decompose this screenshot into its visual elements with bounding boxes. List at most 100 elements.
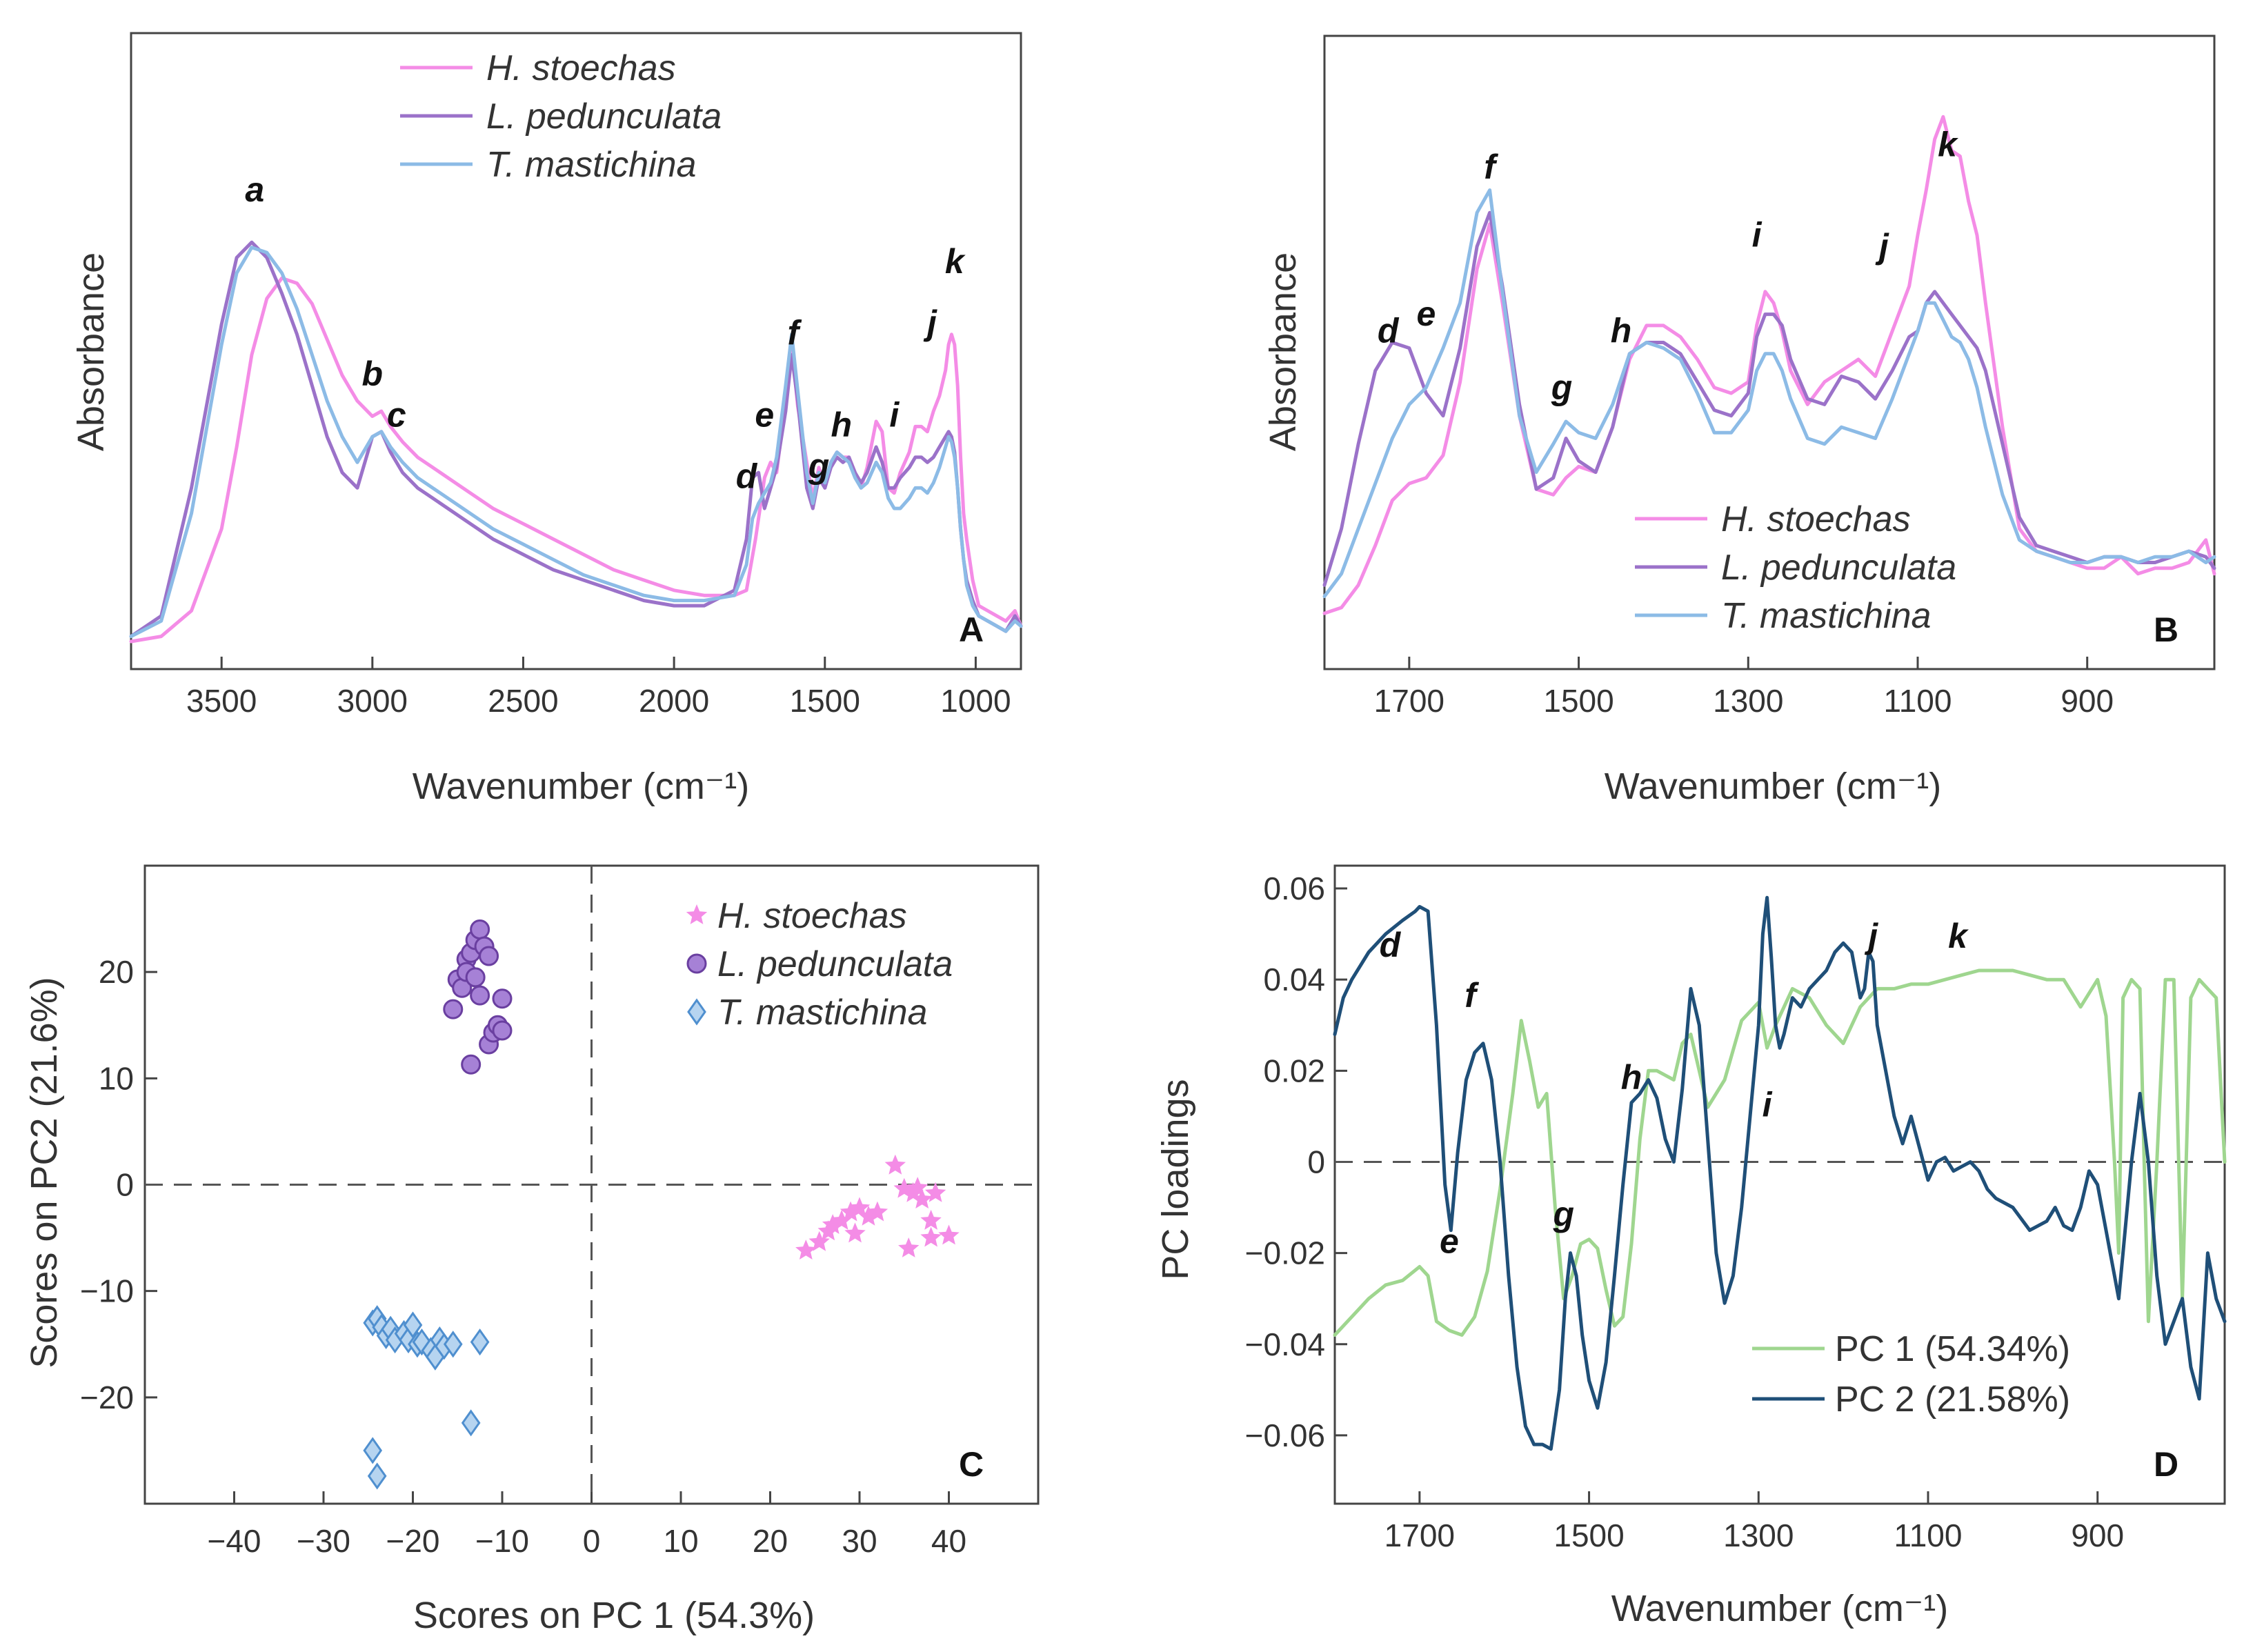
panel-c-point-l-pedunculata [492, 1020, 513, 1041]
panel-c-point-h-stoechas [808, 1231, 830, 1251]
panel-c-point-t-mastichina [470, 1328, 490, 1356]
panel-d-xtick-label: 1500 [1553, 1517, 1624, 1553]
panel-c-point-h-stoechas [938, 1224, 960, 1245]
panel-d-ticks: 1700 1500 1300 1100 900 −0.06 −0.04 −0.02 0 0.02 0… [1245, 870, 2124, 1553]
panel-b-peak-label-j: j [1875, 227, 1889, 266]
panel-c-point-h-stoechas [884, 1154, 906, 1175]
panel-b-annotations: d e f gh i j k [1378, 126, 1958, 407]
panel-c-xtick-label: −10 [475, 1523, 529, 1559]
panel-b-frame [1323, 34, 2216, 670]
panel-c-legend-label-3: T. mastichina [717, 993, 927, 1033]
panel-c-point-l-pedunculata [443, 999, 464, 1019]
panel-c-point-h-stoechas [911, 1188, 933, 1208]
panel-b-peak-label-d: d [1378, 311, 1400, 350]
panel-a-peak-label-b: b [362, 355, 384, 393]
panel-d-ytick-label: 0.06 [1263, 870, 1325, 906]
panel-c-legend-marker-h-stoechas [686, 904, 708, 924]
panel-d-xtick-label: 1100 [1894, 1517, 1963, 1553]
panel-c-point-l-pedunculata [470, 919, 490, 939]
panel-d-ylabel: PC loadings [1155, 1079, 1196, 1280]
panel-b-legend: H. stoechas L. pedunculata T. mastichina [1635, 499, 1956, 636]
panel-c-point-l-pedunculata [465, 967, 486, 988]
panel-c-xlabel: Scores on PC 1 (54.3%) [413, 1595, 815, 1636]
panel-d-peak-label-i: i [1763, 1085, 1773, 1124]
panel-d-ytick-label: 0 [1307, 1144, 1325, 1180]
panel-b-xtick-label: 1500 [1543, 683, 1614, 719]
panel-c-ytick-label: 10 [99, 1060, 134, 1096]
panel-b-ylabel: Absorbance [1262, 252, 1304, 451]
panel-a-peak-label-f: f [788, 314, 802, 352]
panel-d-series [1333, 895, 2227, 1451]
panel-a-series-t-mastichina [129, 246, 1023, 639]
panel-a-legend-label-1: H. stoechas [486, 48, 676, 88]
panel-b-peak-label-i: i [1752, 215, 1763, 254]
panel-c-xtick-label: −30 [297, 1523, 350, 1559]
panel-d-ytick-label: 0.04 [1263, 962, 1325, 997]
panel-c-letter: C [959, 1445, 984, 1484]
panel-a-peak-label-i: i [889, 395, 900, 434]
panel-c-xtick-label: −40 [207, 1523, 261, 1559]
panel-a-annotations: a bc de f gh i jk [245, 170, 966, 496]
panel-c-point-l-pedunculata [470, 985, 490, 1006]
panel-d-peak-label-h: h [1621, 1058, 1642, 1097]
panel-d-series-pc-1-54-34 [1333, 968, 2227, 1337]
panel-c-point-t-mastichina [461, 1409, 481, 1437]
panel-c-ytick-label: 0 [116, 1167, 134, 1203]
panel-c-point-h-stoechas [822, 1214, 844, 1234]
panel-a-peak-label-k: k [945, 242, 966, 281]
panel-c-xtick-label: 10 [663, 1523, 698, 1559]
panel-a-legend: H. stoechas L. pedunculata T. mastichina [400, 48, 722, 185]
panel-d-annotations: d e f g h i j k [1380, 917, 1969, 1261]
panel-c-point-t-mastichina [403, 1311, 423, 1339]
panel-a: 3500 3000 2500 2000 1500 1000 a bc de f gh i jk Abs… [70, 32, 1023, 807]
panel-b-peak-label-k: k [1938, 126, 1958, 164]
panel-d-xtick-label: 900 [2071, 1517, 2124, 1553]
panel-c-xtick-label: 0 [583, 1523, 601, 1559]
panel-d-peak-label-e: e [1440, 1222, 1459, 1261]
panel-c-point-h-stoechas [920, 1226, 942, 1247]
panel-d-xtick-label: 1300 [1723, 1517, 1794, 1553]
panel-b-series [1322, 115, 2216, 615]
panel-d-legend: PC 1 (54.34%) PC 2 (21.58%) [1752, 1329, 2070, 1420]
panel-c-legend: H. stoechas L. pedunculata T. mastichina [686, 896, 953, 1033]
panel-a-peak-label-a: a [245, 170, 264, 209]
panel-c-point-l-pedunculata [479, 946, 499, 966]
panel-a-peak-label-d: d [736, 457, 758, 495]
panel-d-frame [1333, 864, 2226, 1505]
panel-c-point-h-stoechas [831, 1209, 853, 1230]
panel-d-ytick-label: −0.02 [1245, 1235, 1325, 1271]
panel-a-xtick-label: 2500 [488, 683, 558, 719]
panel-c-ytick-label: −10 [80, 1273, 134, 1309]
panel-a-peak-label-h: h [831, 406, 853, 444]
panel-d-legend-label-2: PC 2 (21.58%) [1835, 1380, 2070, 1420]
panel-a-ylabel: Absorbance [70, 252, 112, 451]
panel-b-peak-label-h: h [1611, 311, 1632, 350]
panel-c-points [363, 919, 960, 1490]
panel-b-xtick-label: 1700 [1374, 683, 1444, 719]
panel-c-legend-marker-t-mastichina [687, 998, 706, 1026]
panel-c-ytick-label: −20 [80, 1380, 134, 1415]
panel-c-point-h-stoechas [920, 1209, 942, 1230]
panel-c-ytick-label: 20 [99, 954, 134, 990]
panel-a-peak-label-j: j [923, 303, 937, 342]
panel-c-point-h-stoechas [844, 1222, 866, 1243]
panel-c-point-t-mastichina [443, 1331, 463, 1358]
panel-a-frame [130, 32, 1022, 670]
panel-c-point-h-stoechas [866, 1201, 888, 1222]
panel-a-xtick-label: 3500 [186, 683, 257, 719]
panel-a-xtick-label: 3000 [337, 683, 408, 719]
panel-a-peak-label-c: c [387, 395, 406, 434]
panel-a-peak-label-g: g [808, 447, 830, 486]
panel-d-ytick-label: −0.04 [1245, 1326, 1325, 1362]
panel-b-peak-label-f: f [1484, 148, 1498, 186]
panel-c-point-h-stoechas [795, 1240, 817, 1260]
panel-c-ylabel: Scores on PC2 (21.6%) [23, 977, 65, 1368]
panel-c-point-t-mastichina [412, 1328, 432, 1356]
panel-b-xtick-label: 1100 [1884, 683, 1952, 719]
panel-c-xtick-label: −20 [386, 1523, 439, 1559]
panel-a-series [129, 240, 1023, 644]
panel-c-point-l-pedunculata [461, 1054, 481, 1075]
panel-a-letter: A [959, 610, 984, 649]
panel-b-peak-label-g: g [1551, 368, 1573, 406]
